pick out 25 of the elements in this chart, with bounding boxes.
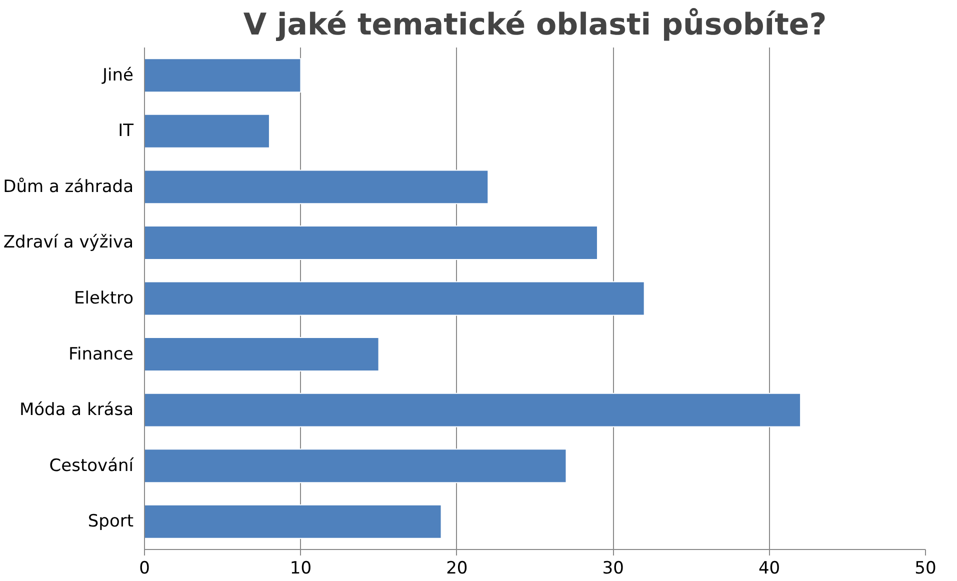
bar (144, 114, 270, 148)
x-tick-label: 0 (139, 558, 150, 578)
y-tick-label: Elektro (74, 288, 134, 308)
x-tick-label: 40 (758, 558, 780, 578)
bar (144, 392, 802, 428)
bar (144, 225, 598, 260)
bar (144, 170, 489, 204)
y-tick-label: Jiné (102, 65, 134, 86)
chart-title: V jaké tematické oblasti působíte? (243, 8, 827, 42)
x-tick-label: 30 (602, 558, 624, 578)
bar (144, 337, 380, 372)
y-tick-label: Dům a záhrada (3, 176, 134, 197)
y-tick-label: Sport (88, 512, 134, 532)
y-tick-label: Cestování (49, 456, 135, 476)
bar (144, 448, 567, 484)
x-tick-label: 50 (914, 558, 936, 578)
bar (144, 504, 442, 539)
y-tick-label: Finance (68, 344, 134, 364)
x-tick-label: 20 (446, 558, 468, 578)
bar (144, 58, 302, 93)
x-tick-label: 10 (290, 558, 312, 578)
y-tick-label: Móda a krása (19, 400, 134, 420)
y-tick-label: Zdraví a výživa (3, 232, 134, 253)
y-tick-label: IT (118, 121, 134, 142)
bar (144, 281, 645, 316)
